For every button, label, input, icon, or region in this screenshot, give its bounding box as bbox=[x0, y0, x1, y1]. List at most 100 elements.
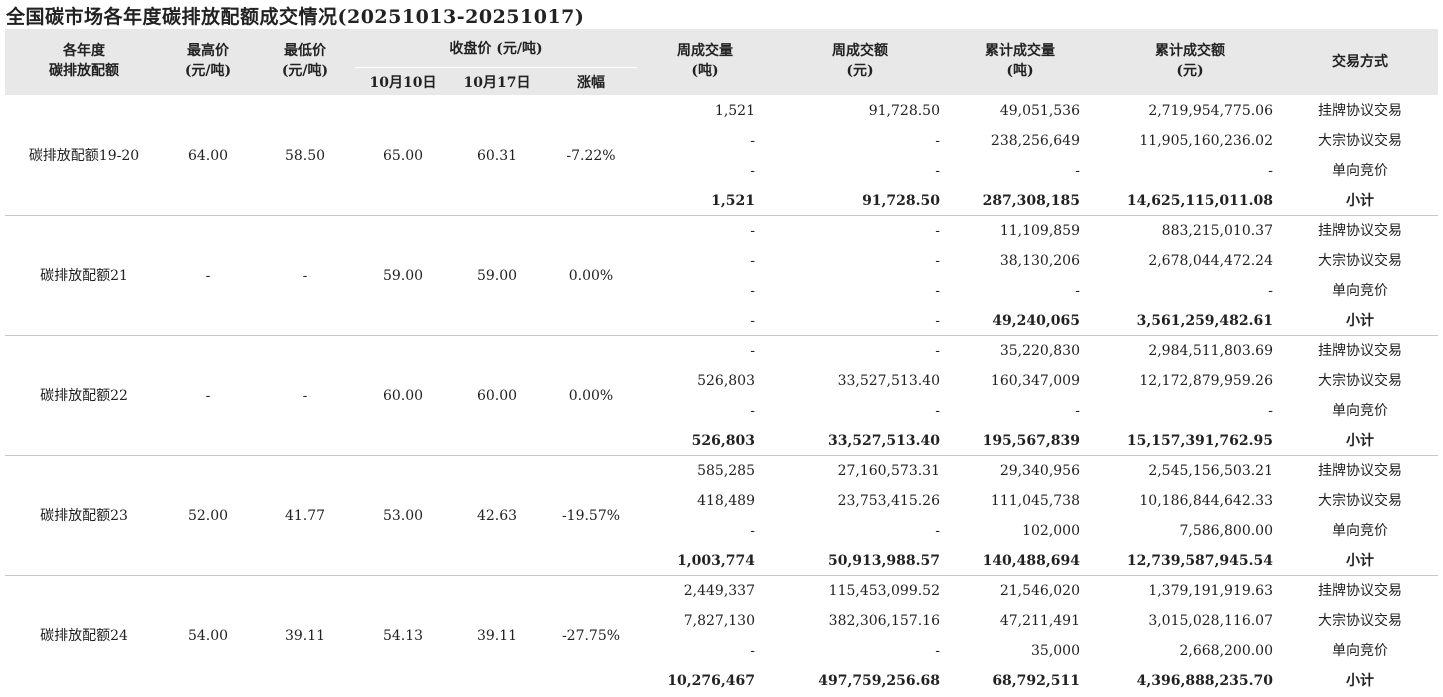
header-low-line1: 最低价 bbox=[284, 43, 326, 59]
high-price: - bbox=[205, 268, 211, 284]
header-wvol-line2: (吨) bbox=[691, 63, 719, 79]
cumulative-amount: 10,186,844,642.33 bbox=[1139, 493, 1273, 509]
cumulative-volume: 102,000 bbox=[1022, 523, 1080, 539]
header-cumulative-amount: 累计成交额 (元) bbox=[1125, 41, 1255, 81]
weekly-volume: 526,803 bbox=[697, 373, 755, 389]
header-low-price: 最低价 (元/吨) bbox=[260, 41, 350, 81]
subtotal-weekly-amount: - bbox=[935, 313, 940, 329]
header-close-price-group: 收盘价 (元/吨) bbox=[449, 41, 543, 57]
cumulative-amount: 12,172,879,959.26 bbox=[1139, 373, 1273, 389]
allowance-name: 碳排放配额23 bbox=[40, 508, 128, 524]
trading-method: 大宗协议交易 bbox=[1318, 253, 1402, 269]
cumulative-amount: 2,545,156,503.21 bbox=[1148, 463, 1273, 479]
cumulative-volume: 11,109,859 bbox=[999, 223, 1080, 239]
header-camt-line2: (元) bbox=[1176, 63, 1204, 79]
table-group: 碳排放配额24 54.00 39.11 54.13 39.11 -27.75% … bbox=[5, 576, 1438, 696]
cumulative-amount: 2,719,954,775.06 bbox=[1148, 103, 1273, 119]
subtotal-weekly-volume: 10,276,467 bbox=[667, 673, 755, 689]
allowance-name: 碳排放配额22 bbox=[40, 388, 128, 404]
subtotal-label: 小计 bbox=[1346, 673, 1374, 689]
table-group: 碳排放配额22 - - 60.00 60.00 0.00% - - 35,220… bbox=[5, 336, 1438, 456]
weekly-amount: - bbox=[935, 403, 940, 419]
weekly-volume: 1,521 bbox=[714, 103, 755, 119]
header-camt-line1: 累计成交额 bbox=[1155, 43, 1225, 59]
cumulative-volume: 29,340,956 bbox=[999, 463, 1080, 479]
header-cvol-line2: (吨) bbox=[1006, 63, 1034, 79]
allowance-name: 碳排放配额19-20 bbox=[28, 148, 140, 164]
subtotal-cumulative-amount: 12,739,587,945.54 bbox=[1126, 553, 1273, 569]
weekly-amount: - bbox=[935, 163, 940, 179]
trading-method: 单向竞价 bbox=[1332, 643, 1388, 659]
subtotal-label: 小计 bbox=[1346, 193, 1374, 209]
change-pct: -7.22% bbox=[566, 148, 616, 164]
trading-method: 挂牌协议交易 bbox=[1318, 343, 1402, 359]
trading-method: 单向竞价 bbox=[1332, 163, 1388, 179]
close-oct10: 53.00 bbox=[382, 508, 424, 524]
cumulative-volume: 35,220,830 bbox=[999, 343, 1080, 359]
subtotal-cumulative-amount: 15,157,391,762.95 bbox=[1126, 433, 1273, 449]
low-price: 39.11 bbox=[284, 628, 326, 644]
subtotal-cumulative-volume: 140,488,694 bbox=[982, 553, 1080, 569]
low-price: 58.50 bbox=[284, 148, 326, 164]
header-high-line1: 最高价 bbox=[187, 43, 229, 59]
cumulative-amount: 2,668,200.00 bbox=[1179, 643, 1273, 659]
cumulative-amount: 3,015,028,116.07 bbox=[1148, 613, 1273, 629]
trading-method: 挂牌协议交易 bbox=[1318, 583, 1402, 599]
weekly-amount: 91,728.50 bbox=[868, 103, 940, 119]
cumulative-volume: 47,211,491 bbox=[999, 613, 1080, 629]
subtotal-label: 小计 bbox=[1346, 313, 1374, 329]
trading-method: 单向竞价 bbox=[1332, 523, 1388, 539]
cumulative-volume: 49,051,536 bbox=[999, 103, 1080, 119]
close-oct17: 42.63 bbox=[476, 508, 518, 524]
weekly-amount: 115,453,099.52 bbox=[828, 583, 940, 599]
subtotal-weekly-amount: 33,527,513.40 bbox=[827, 433, 940, 449]
change-pct: 0.00% bbox=[568, 268, 614, 284]
header-wvol-line1: 周成交量 bbox=[677, 43, 733, 59]
close-oct10: 59.00 bbox=[382, 268, 424, 284]
change-pct: -27.75% bbox=[561, 628, 621, 644]
close-oct10: 65.00 bbox=[382, 148, 424, 164]
trading-method: 挂牌协议交易 bbox=[1318, 463, 1402, 479]
weekly-volume: 418,489 bbox=[697, 493, 755, 509]
weekly-amount: - bbox=[935, 643, 940, 659]
weekly-amount: - bbox=[935, 343, 940, 359]
high-price: 64.00 bbox=[187, 148, 229, 164]
subtotal-weekly-amount: 497,759,256.68 bbox=[818, 673, 940, 689]
weekly-amount: 382,306,157.16 bbox=[828, 613, 940, 629]
header-wamt-line2: (元) bbox=[846, 63, 874, 79]
weekly-volume: - bbox=[750, 253, 755, 269]
cumulative-amount: - bbox=[1268, 163, 1273, 179]
close-oct10: 54.13 bbox=[382, 628, 424, 644]
cumulative-amount: 1,379,191,919.63 bbox=[1148, 583, 1273, 599]
weekly-amount: - bbox=[935, 253, 940, 269]
weekly-volume: - bbox=[750, 133, 755, 149]
weekly-volume: - bbox=[750, 643, 755, 659]
header-low-line2: (元/吨) bbox=[281, 63, 329, 79]
weekly-volume: 2,449,337 bbox=[683, 583, 755, 599]
allowance-name: 碳排放配额21 bbox=[40, 268, 128, 284]
header-allowance-line2: 碳排放配额 bbox=[49, 63, 119, 79]
weekly-amount: - bbox=[935, 283, 940, 299]
cumulative-volume: - bbox=[1075, 163, 1080, 179]
cumulative-amount: 11,905,160,236.02 bbox=[1139, 133, 1273, 149]
cumulative-volume: 38,130,206 bbox=[999, 253, 1080, 269]
cumulative-volume: - bbox=[1075, 403, 1080, 419]
subtotal-weekly-amount: 91,728.50 bbox=[862, 193, 940, 209]
high-price: - bbox=[205, 388, 211, 404]
header-trading-method: 交易方式 bbox=[1332, 54, 1388, 70]
cumulative-volume: 21,546,020 bbox=[999, 583, 1080, 599]
weekly-volume: - bbox=[750, 223, 755, 239]
table-group: 碳排放配额21 - - 59.00 59.00 0.00% - - 11,109… bbox=[5, 216, 1438, 336]
subtotal-weekly-volume: 1,003,774 bbox=[677, 553, 755, 569]
cumulative-volume: 238,256,649 bbox=[990, 133, 1080, 149]
weekly-amount: 23,753,415.26 bbox=[837, 493, 940, 509]
cumulative-amount: - bbox=[1268, 403, 1273, 419]
subtotal-label: 小计 bbox=[1346, 553, 1374, 569]
low-price: - bbox=[302, 268, 308, 284]
header-change: 涨幅 bbox=[577, 75, 605, 91]
header-close-oct10: 10月10日 bbox=[369, 75, 437, 91]
change-pct: 0.00% bbox=[568, 388, 614, 404]
low-price: 41.77 bbox=[284, 508, 326, 524]
weekly-volume: - bbox=[750, 403, 755, 419]
weekly-volume: - bbox=[750, 283, 755, 299]
